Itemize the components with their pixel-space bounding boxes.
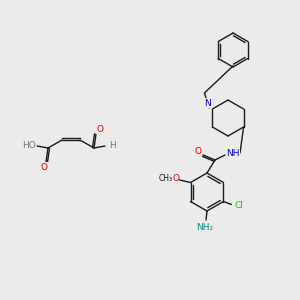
Text: O: O	[97, 124, 104, 134]
Text: O: O	[172, 174, 179, 183]
Text: Cl: Cl	[234, 201, 243, 210]
Text: NH₂: NH₂	[196, 223, 214, 232]
Text: H: H	[109, 142, 116, 151]
Text: HO: HO	[22, 142, 36, 151]
Text: O: O	[194, 148, 202, 157]
Text: NH: NH	[226, 148, 240, 158]
Text: N: N	[204, 98, 211, 107]
Text: CH₃: CH₃	[158, 174, 172, 183]
Text: O: O	[40, 163, 47, 172]
